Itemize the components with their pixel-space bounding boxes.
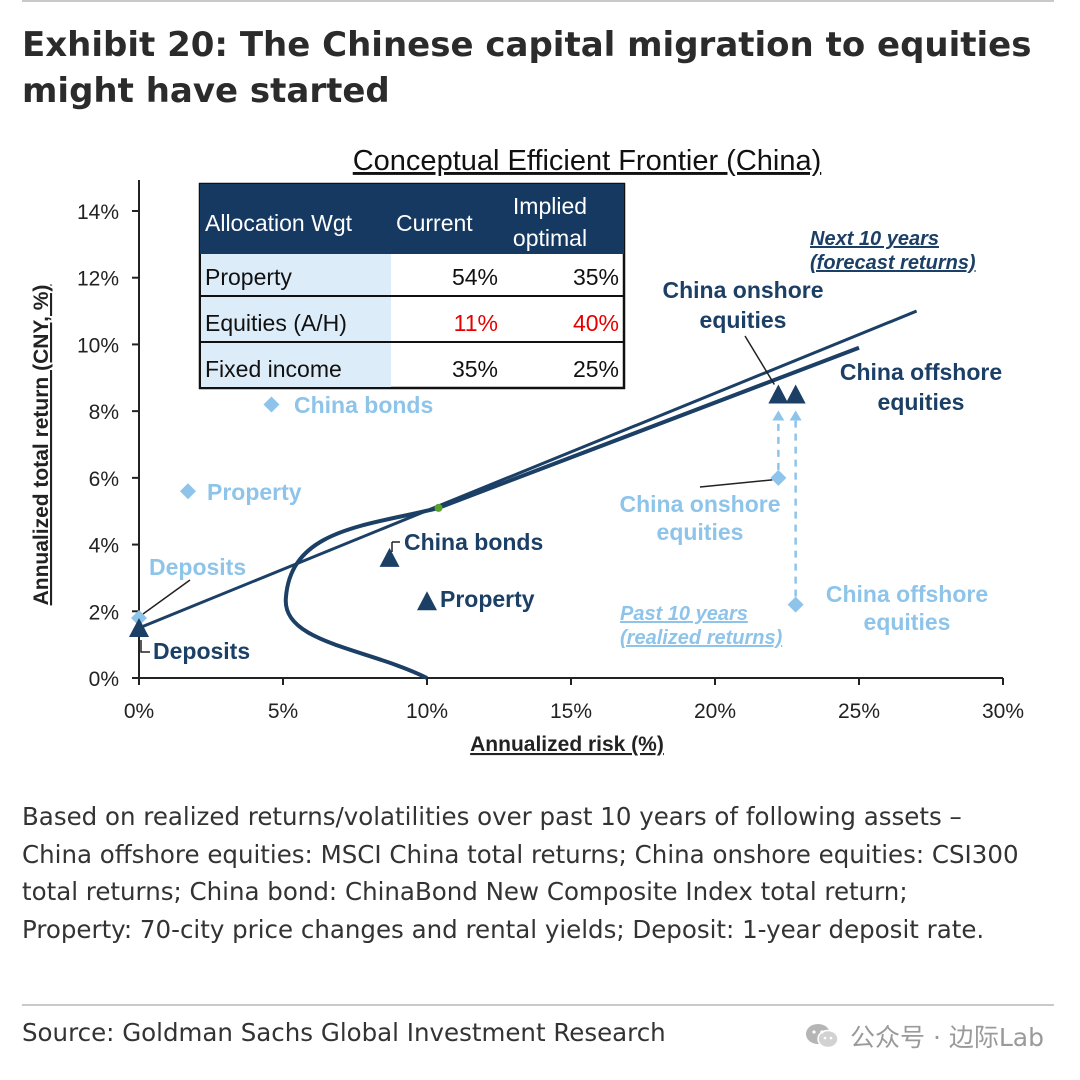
label-past-offshore-equities: China offshore [826, 581, 988, 607]
label-next-offshore-equities: China offshore [840, 359, 1002, 385]
table-header-implied-line1: Implied [513, 193, 587, 219]
table-header-current: Current [396, 210, 473, 236]
forecast-point-marker [129, 617, 149, 637]
y-tick-label: 4% [89, 535, 119, 558]
realized-point-marker [770, 469, 787, 486]
tangency-point [434, 503, 443, 512]
x-tick-label: 10% [406, 700, 448, 723]
y-tick-label: 2% [89, 601, 119, 624]
forecast-point-marker [785, 384, 806, 404]
markers-layer [129, 384, 806, 637]
forecast-point-marker [417, 591, 437, 611]
realized-point-marker [131, 609, 147, 626]
y-tick-label: 12% [77, 268, 119, 291]
exhibit-title: Exhibit 20: The Chinese capital migratio… [22, 25, 1032, 111]
migration-arrowhead [772, 410, 785, 421]
watermark: 公众号 · 边际Lab [804, 1018, 1044, 1054]
top-divider [22, 0, 1054, 2]
table-row-optimal: 35% [573, 264, 619, 290]
past-10-years-sublabel: (realized returns) [620, 627, 783, 649]
table-header-implied-line2: optimal [513, 225, 587, 251]
bottom-divider [22, 1004, 1054, 1006]
leader-line [142, 579, 191, 615]
x-axis-label: Annualized risk (%) [470, 733, 664, 756]
forecast-point-marker [379, 547, 400, 567]
label-past-onshore-equities: China onshore [619, 491, 780, 517]
chart-title: Conceptual Efficient Frontier (China) [353, 145, 822, 177]
efficient-frontier-curve [283, 345, 860, 680]
y-tick-label: 6% [89, 468, 119, 491]
x-tick-label: 5% [268, 700, 298, 723]
realized-point-marker [787, 596, 804, 613]
table-row-current-highlight: 11% [454, 310, 498, 336]
x-tick-label: 20% [694, 700, 736, 723]
table-asset-column-bg [201, 254, 391, 387]
label-next-onshore-equities: China onshore [662, 277, 823, 303]
y-axis-label: Annualized total return (CNY, %) [30, 285, 53, 606]
y-axis-ticks: 0% 2% 4% 6% 8% 10% 12% 14% [77, 201, 139, 691]
next-10-years-sublabel: (forecast returns) [810, 252, 976, 274]
source-note: Source: Goldman Sachs Global Investment … [22, 1018, 666, 1047]
table-row-asset: Fixed income [205, 356, 342, 382]
x-tick-label: 30% [982, 700, 1024, 723]
y-tick-label: 0% [89, 668, 119, 691]
next-10-years-label: Next 10 years [810, 228, 939, 250]
label-past-onshore-equities: equities [657, 519, 744, 545]
label-next-onshore-equities: equities [700, 307, 787, 333]
y-tick-label: 8% [89, 401, 119, 424]
label-past-property: Property [207, 479, 302, 505]
realized-point-marker [179, 483, 196, 500]
efficient-frontier-chart: Conceptual Efficient Frontier (China) 0%… [30, 145, 1024, 756]
label-past-deposits: Deposits [149, 554, 246, 580]
table-row-optimal-highlight: 40% [573, 310, 619, 336]
forecast-point-marker [768, 384, 789, 404]
leader-line [744, 335, 776, 385]
table-row-optimal: 25% [573, 356, 619, 382]
x-tick-label: 0% [124, 700, 154, 723]
table-row-asset: Equities (A/H) [205, 310, 347, 336]
migration-arrowhead [789, 410, 802, 421]
y-tick-label: 14% [77, 201, 119, 224]
table-row-current: 54% [452, 264, 498, 290]
chart-footnote: Based on realized returns/volatilities o… [22, 802, 1019, 944]
table-row-current: 35% [452, 356, 498, 382]
past-10-years-label: Past 10 years [620, 603, 748, 625]
leader-line [699, 479, 773, 488]
realized-point-marker [263, 396, 280, 413]
watermark-text: 公众号 · 边际Lab [850, 1023, 1044, 1052]
wechat-icon [806, 1024, 839, 1049]
table-header-allocation: Allocation Wgt [205, 210, 353, 236]
y-tick-label: 10% [77, 334, 119, 357]
table-row-asset: Property [205, 264, 292, 290]
capital-market-line [138, 309, 918, 630]
table-header-bg [200, 184, 624, 254]
label-next-deposits: Deposits [153, 638, 250, 664]
x-tick-label: 25% [838, 700, 880, 723]
lines-layer [138, 309, 918, 680]
leader-line [140, 639, 150, 653]
allocation-table: Allocation Wgt Current Implied optimal P… [198, 182, 626, 390]
label-next-property: Property [440, 586, 535, 612]
label-next-offshore-equities: equities [878, 389, 965, 415]
x-axis-ticks: 0% 5% 10% 15% 20% 25% 30% [124, 678, 1024, 723]
label-next-china-bonds: China bonds [404, 529, 543, 555]
label-past-china-bonds: China bonds [294, 392, 433, 418]
x-tick-label: 15% [550, 700, 592, 723]
leader-line [391, 541, 400, 552]
label-past-offshore-equities: equities [864, 609, 951, 635]
